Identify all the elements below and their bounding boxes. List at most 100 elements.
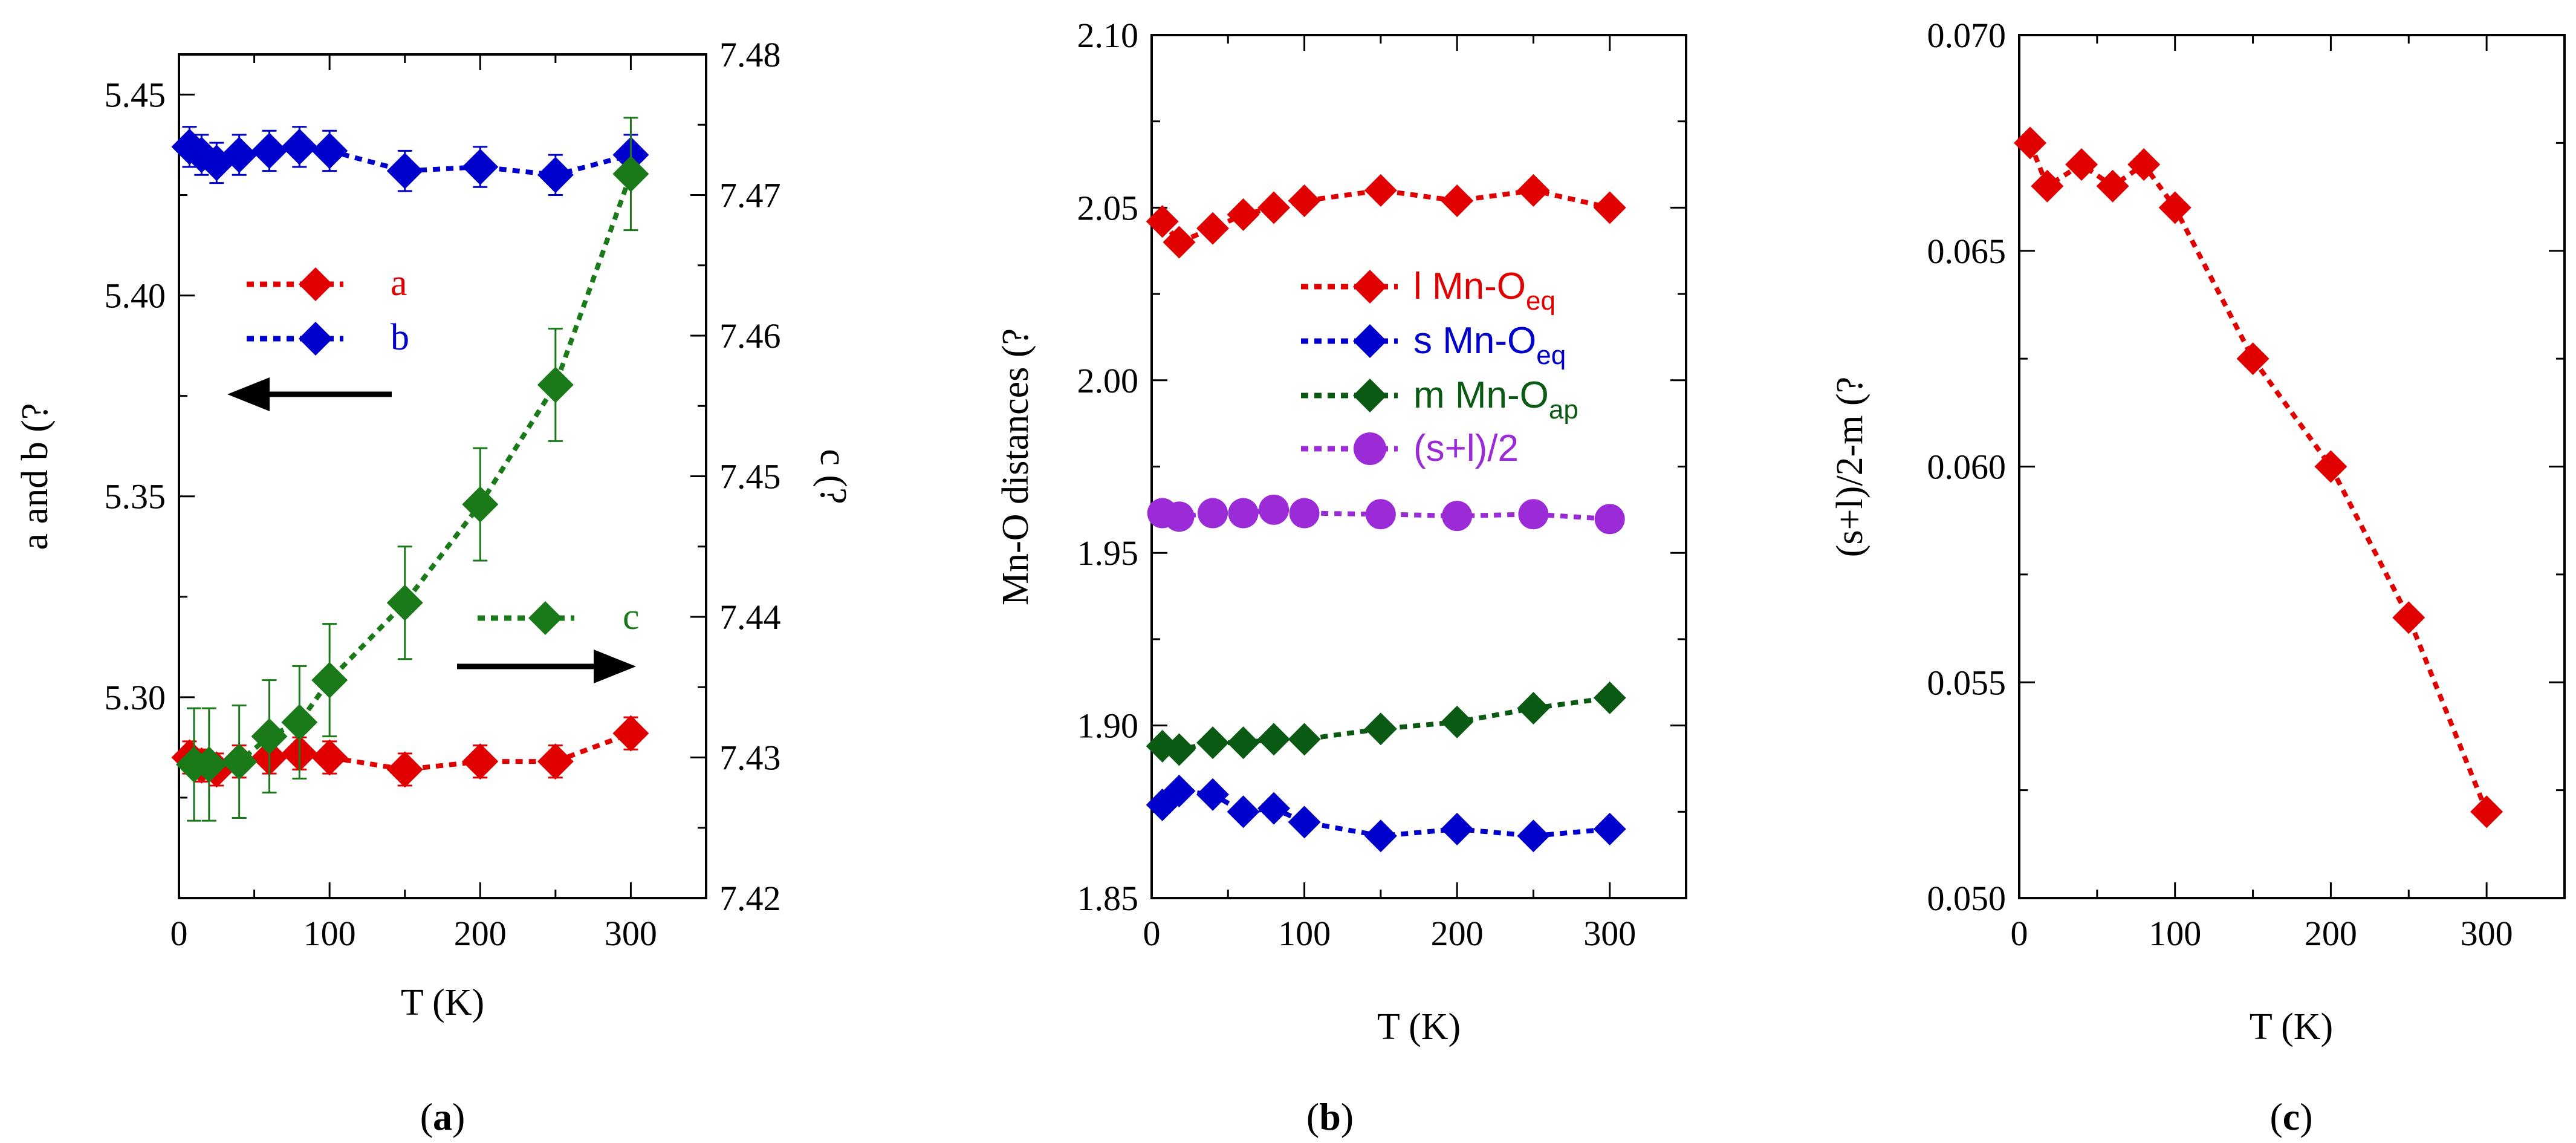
y-tick-label: 5.45: [105, 75, 166, 114]
left-axis-arrow: [227, 377, 392, 411]
data-point: [251, 132, 288, 169]
data-point: [311, 739, 348, 776]
data-point: [221, 137, 258, 174]
data-point: [1288, 723, 1321, 756]
series-line: [188, 731, 632, 772]
svg-text:(s+l)/2: (s+l)/2: [1413, 428, 1519, 469]
panel-c: 0 100 200 300 0.050 0.055 0.060 0.065 0.070 T (K…: [1829, 16, 2566, 1138]
data-point: [1594, 504, 1625, 535]
data-point: [1365, 499, 1396, 530]
data-point: [1288, 184, 1321, 217]
data-point: [311, 662, 348, 698]
x-tick-label: 100: [1278, 914, 1331, 953]
data-point: [1593, 191, 1626, 224]
x-tick-label: 300: [2461, 914, 2513, 953]
panel-a-ticks: [179, 54, 706, 898]
panel-a-tick-labels: 0 100 200 300 5.30 5.35 5.40 5.45 7.42 7.43 7.44 7.…: [105, 35, 781, 953]
data-point: [1196, 778, 1230, 811]
series-line: [2028, 142, 2489, 813]
data-point: [1146, 205, 1179, 238]
x-tick-label: 200: [2305, 914, 2357, 953]
y2-tick-label: 7.44: [719, 598, 781, 637]
data-point: [1442, 501, 1473, 532]
data-point: [1364, 712, 1397, 746]
panel-b-xlabel: T (K): [1377, 1006, 1461, 1047]
y-tick-label: 0.060: [1927, 448, 2007, 487]
svg-text:a: a: [391, 262, 407, 304]
y-tick-label: 2.10: [1077, 16, 1139, 55]
series-line: [1161, 507, 1610, 522]
data-point: [1163, 775, 1196, 808]
data-point: [1227, 795, 1260, 829]
panel-b-legend-m: m Mn-Oap: [1301, 374, 1578, 425]
data-point: [2014, 126, 2047, 160]
x-tick-label: 300: [1583, 914, 1636, 953]
y2-tick-label: 7.42: [719, 879, 781, 918]
data-point: [1593, 681, 1626, 714]
data-point: [1517, 692, 1550, 725]
x-tick-label: 0: [1143, 914, 1161, 953]
x-tick-label: 100: [303, 914, 356, 953]
y2-tick-label: 7.46: [719, 316, 781, 356]
series-line: [1161, 695, 1611, 752]
panel-a-label: (a): [420, 1095, 466, 1138]
data-point: [537, 157, 574, 194]
y-tick-label: 5.40: [105, 276, 166, 316]
panel-a-legend-b: b: [247, 317, 409, 358]
x-tick-label: 200: [454, 914, 507, 953]
data-point: [1196, 726, 1230, 760]
data-point: [1364, 174, 1397, 207]
y-tick-label: 2.00: [1077, 361, 1139, 400]
panel-b-ylabel: Mn-O distances (?: [995, 328, 1036, 605]
panel-a-legend-a: a: [247, 262, 407, 304]
data-point: [1163, 733, 1196, 766]
data-point: [612, 715, 649, 752]
panel-a-legend-c: c: [478, 596, 640, 637]
panel-c-tick-labels: 0 100 200 300 0.050 0.055 0.060 0.065 0.070: [1927, 16, 2513, 953]
data-point: [1227, 198, 1260, 231]
panel-a-y2label: c (?: [813, 449, 854, 504]
y-tick-label: 0.050: [1927, 879, 2007, 918]
y-tick-label: 1.95: [1077, 533, 1139, 573]
data-point: [1593, 812, 1626, 845]
panel-b-label: (b): [1306, 1095, 1354, 1138]
data-point: [1228, 498, 1259, 529]
x-tick-label: 0: [2011, 914, 2028, 953]
series-line: [193, 173, 634, 767]
data-point: [311, 132, 348, 169]
panel-b: 0 100 200 300 1.85 1.90 1.95 2.00 2.05 2.10 T (K)…: [995, 16, 1687, 1138]
svg-text:s Mn-Oeq: s Mn-Oeq: [1413, 320, 1566, 370]
y-tick-label: 1.90: [1077, 706, 1139, 746]
x-tick-label: 200: [1431, 914, 1484, 953]
panel-c-ticks: [2019, 35, 2565, 898]
data-point: [1441, 705, 1474, 738]
y-tick-label: 2.05: [1077, 188, 1139, 227]
data-point: [281, 128, 318, 165]
data-point: [2392, 601, 2425, 634]
data-point: [1257, 792, 1291, 825]
y2-tick-label: 7.47: [719, 176, 781, 215]
data-point: [2236, 342, 2269, 376]
panel-c-frame: [2018, 34, 2566, 899]
data-point: [537, 743, 574, 780]
data-point: [1517, 819, 1550, 853]
series-line: [1160, 187, 1611, 246]
data-point: [281, 704, 318, 741]
x-tick-label: 100: [2149, 914, 2201, 953]
svg-text:l Mn-Oeq: l Mn-Oeq: [1413, 265, 1556, 316]
data-point: [386, 152, 423, 189]
panel-b-legend-s: s Mn-Oeq: [1301, 320, 1566, 370]
data-point: [1288, 806, 1321, 839]
data-point: [462, 743, 499, 780]
y-tick-label: 0.055: [1927, 663, 2007, 702]
data-point: [1441, 184, 1474, 217]
panel-a-series: [171, 117, 649, 822]
y2-tick-label: 7.45: [719, 457, 781, 497]
data-point: [1196, 212, 1230, 245]
panel-a-ylabel: a and b (?: [15, 403, 56, 550]
series-line: [1161, 788, 1611, 839]
svg-text:c: c: [623, 596, 640, 637]
data-point: [386, 584, 423, 621]
data-point: [2065, 148, 2098, 181]
